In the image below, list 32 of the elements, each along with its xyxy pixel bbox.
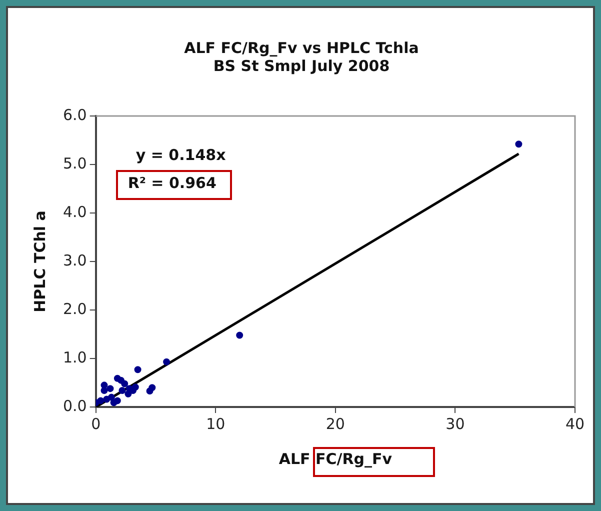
point bbox=[110, 399, 118, 406]
point bbox=[515, 140, 522, 148]
point bbox=[121, 380, 128, 388]
y-tick-label: 0.0 bbox=[62, 396, 87, 415]
point bbox=[236, 332, 244, 339]
chart-title: ALF FC/Rg_Fv vs HPLC Tchla bbox=[184, 38, 419, 57]
y-tick-label: 1.0 bbox=[62, 348, 87, 366]
x-tick-label: 10 bbox=[206, 414, 226, 433]
point bbox=[132, 384, 139, 391]
annotation: R² = 0.964 bbox=[128, 174, 216, 192]
x-tick-label: 20 bbox=[326, 414, 345, 433]
x-axis-title: ALF FC/Rg_Fv bbox=[278, 450, 392, 468]
y-tick-label: 6.0 bbox=[62, 106, 87, 124]
point bbox=[100, 387, 108, 394]
point bbox=[118, 387, 126, 394]
point bbox=[163, 358, 170, 366]
point bbox=[97, 397, 104, 404]
x-tick-label: 30 bbox=[446, 414, 465, 433]
y-axis-title: HPLC TChl a bbox=[30, 210, 49, 312]
point bbox=[124, 390, 132, 398]
y-tick-label: 2.0 bbox=[62, 300, 87, 318]
y-tick-label: 5.0 bbox=[62, 154, 87, 172]
point bbox=[146, 387, 154, 394]
x-tick-label: 0 bbox=[91, 414, 101, 433]
annotation: y = 0.148x bbox=[136, 146, 226, 164]
x-tick-label: 40 bbox=[565, 414, 585, 433]
point bbox=[106, 385, 114, 392]
y-tick-label: 3.0 bbox=[62, 251, 87, 270]
chart-subtitle: BS St Smpl July 2008 bbox=[213, 56, 390, 75]
point bbox=[103, 396, 110, 403]
point bbox=[134, 366, 142, 374]
y-tick-label: 4.0 bbox=[62, 202, 87, 221]
